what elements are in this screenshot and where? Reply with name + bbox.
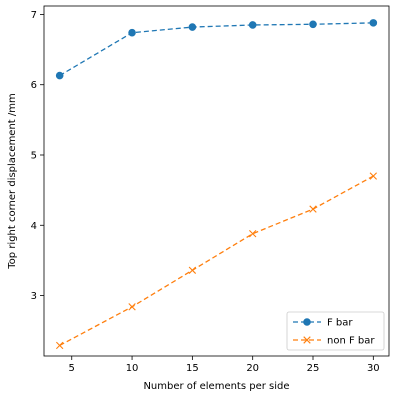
x-tick-label: 10	[126, 363, 139, 374]
data-point-f-bar	[55, 71, 64, 80]
legend-items	[293, 318, 321, 344]
y-tick-label: 4	[31, 221, 37, 232]
series-layer	[55, 19, 378, 350]
data-point-f-bar	[248, 21, 257, 29]
data-point-non-f-bar	[55, 341, 64, 350]
legend-marker-f-bar	[303, 318, 311, 326]
x-axis-ticks: 5 10 15 20 25 30	[69, 356, 380, 374]
legend-label-non-f-bar: non F bar	[327, 336, 375, 347]
data-point-f-bar	[309, 20, 317, 29]
data-point-non-f-bar	[248, 230, 257, 238]
y-tick-label: 5	[31, 150, 37, 161]
x-tick-label: 15	[186, 363, 199, 374]
y-axis-ticks: 3 4 5 6 7	[31, 10, 44, 302]
y-tick-label: 7	[31, 10, 37, 21]
data-point-non-f-bar	[369, 172, 378, 180]
y-axis-label: Top right corner displacement /mm	[7, 93, 18, 269]
y-tick-label: 6	[31, 80, 37, 91]
legend-label-f-bar: F bar	[327, 318, 353, 329]
series-line-non-f-bar	[59, 175, 374, 347]
data-point-f-bar	[188, 23, 197, 31]
data-point-non-f-bar	[128, 303, 136, 311]
legend: F bar non F bar	[286, 311, 385, 351]
x-tick-label: 5	[69, 363, 75, 374]
plot-frame	[43, 5, 390, 357]
data-point-f-bar	[128, 28, 136, 37]
x-tick-label: 30	[367, 363, 380, 374]
data-point-f-bar	[369, 19, 378, 27]
x-tick-label: 25	[307, 363, 320, 374]
series-line-f-bar	[59, 22, 374, 77]
legend-marker-non-f-bar	[303, 336, 311, 344]
x-tick-label: 20	[246, 363, 259, 374]
x-axis-label: Number of elements per side	[143, 381, 289, 392]
data-point-non-f-bar	[188, 266, 197, 274]
data-point-non-f-bar	[309, 205, 317, 213]
y-tick-label: 3	[31, 291, 37, 302]
